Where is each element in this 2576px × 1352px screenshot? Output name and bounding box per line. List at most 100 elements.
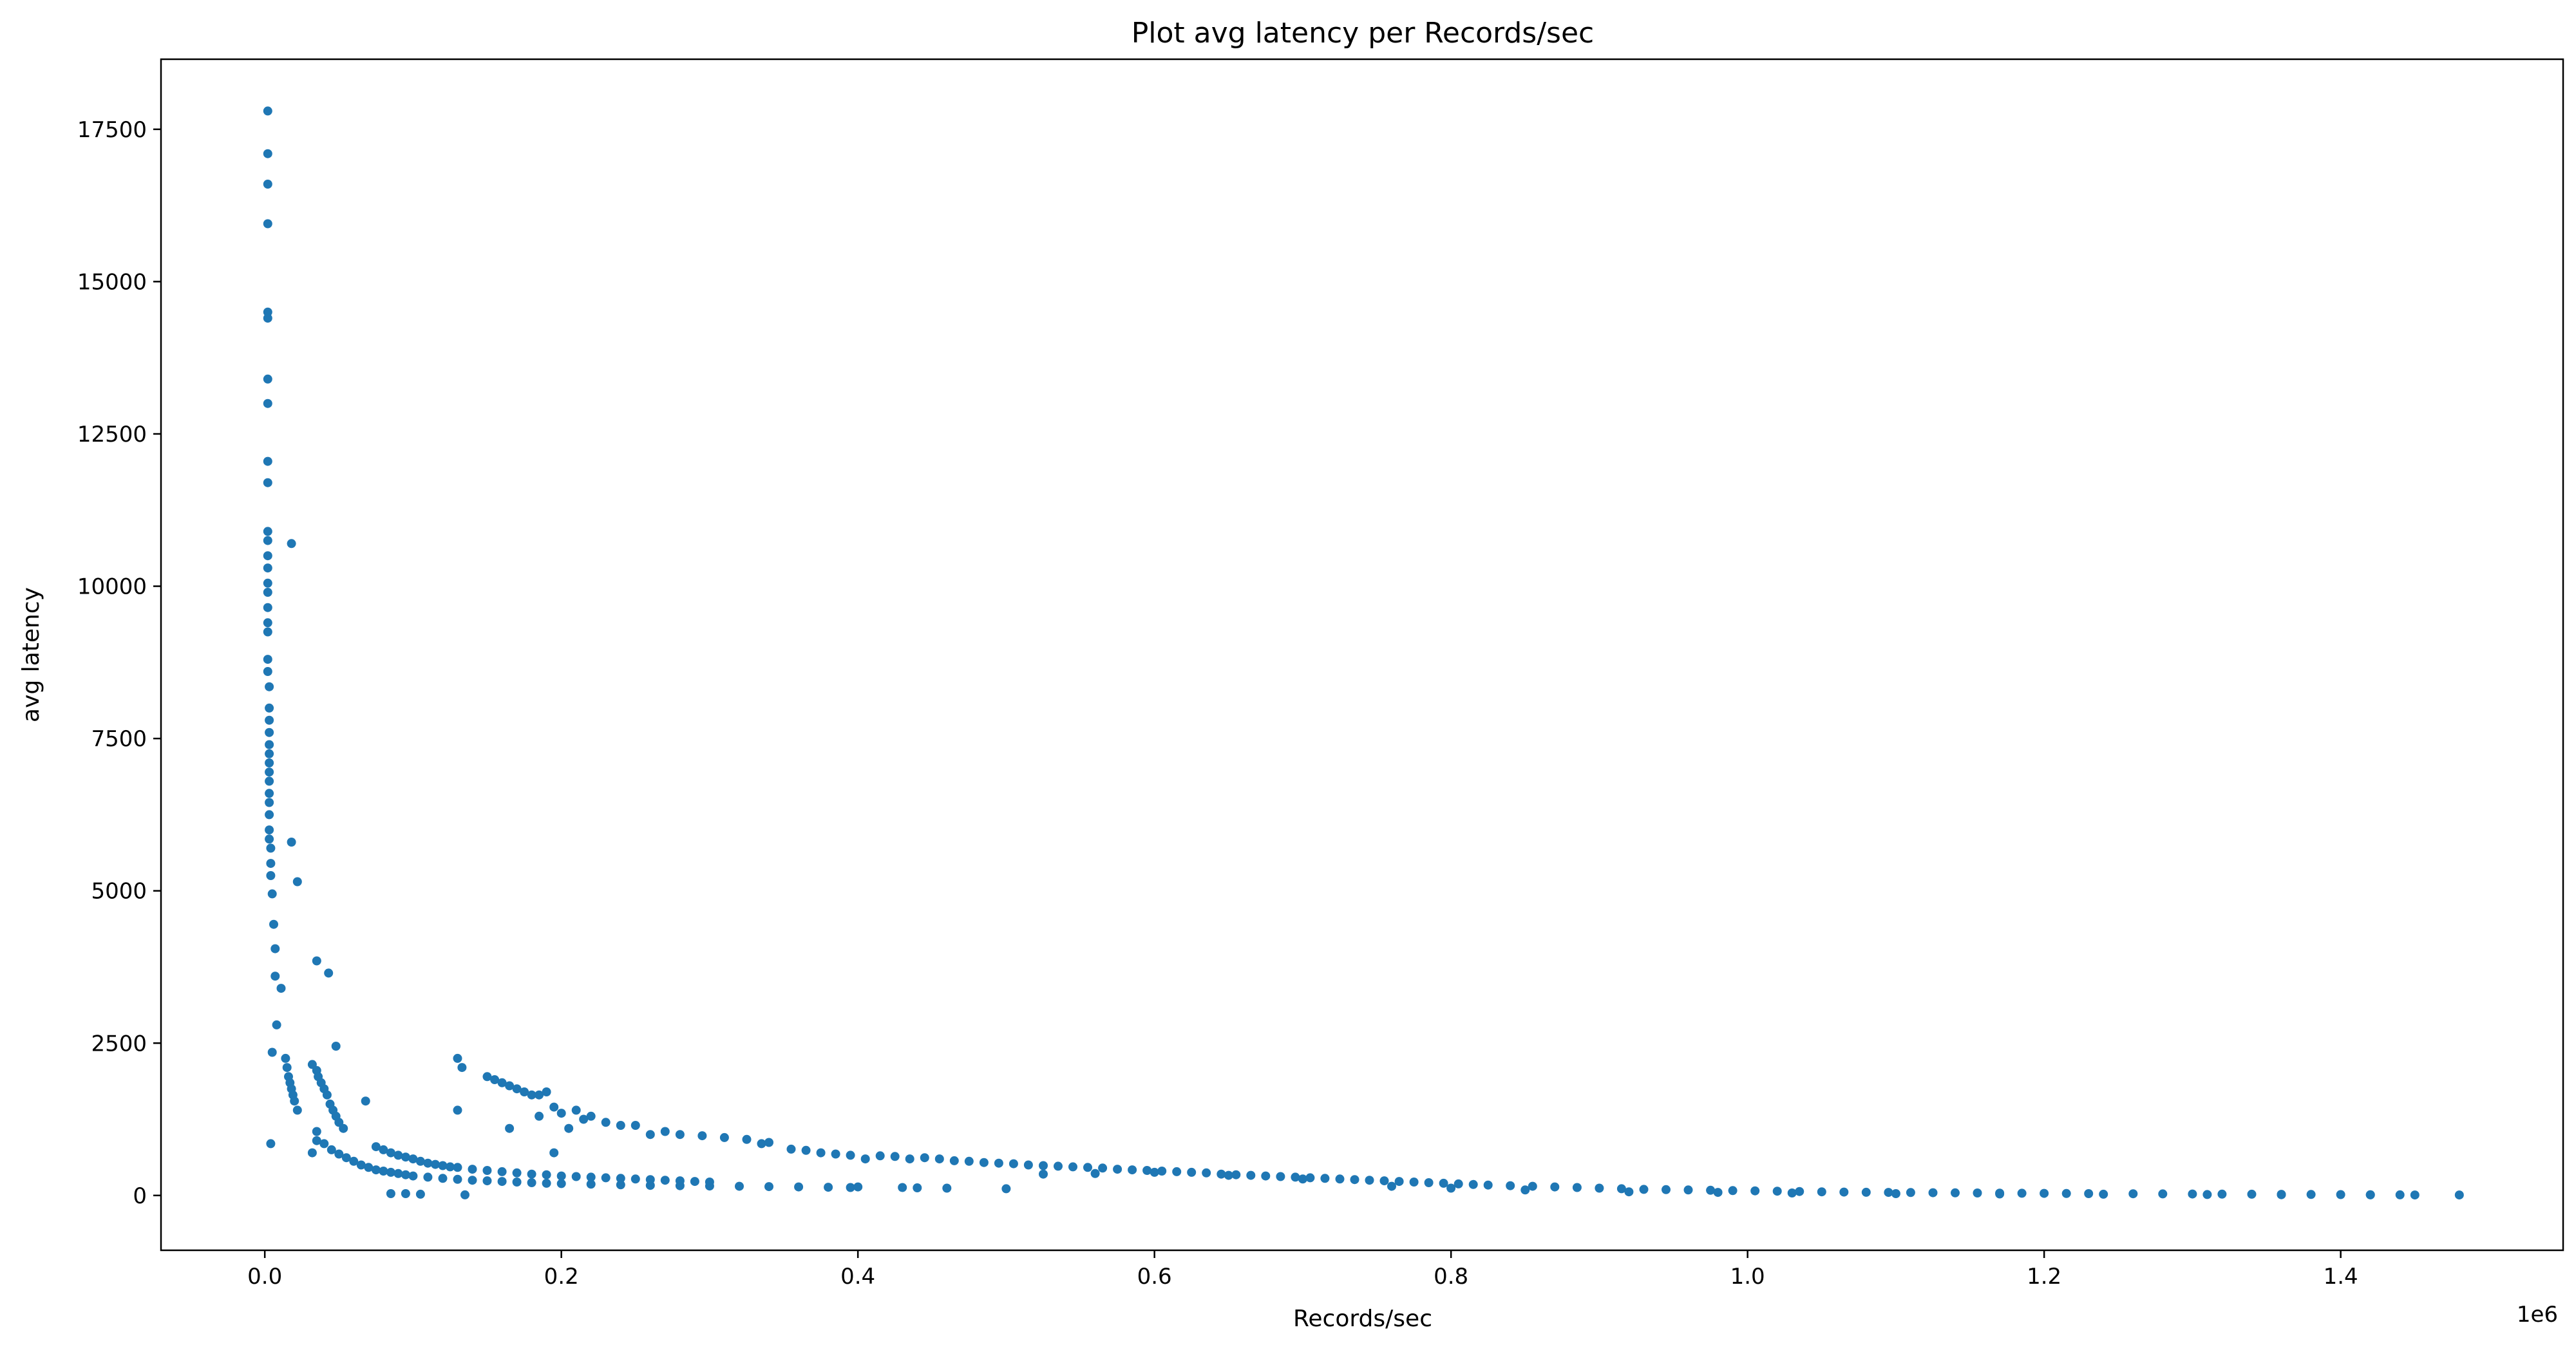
data-point: [875, 1151, 885, 1161]
data-point: [312, 1136, 321, 1145]
data-point: [263, 667, 272, 676]
data-point: [327, 1145, 336, 1154]
data-point: [453, 1105, 462, 1115]
data-point: [482, 1176, 492, 1186]
data-point: [1394, 1177, 1404, 1187]
x-tick-label: 1.2: [2027, 1264, 2061, 1290]
data-point: [266, 843, 276, 853]
data-point: [542, 1087, 551, 1096]
data-point: [1039, 1161, 1048, 1170]
data-point: [263, 563, 272, 573]
plot-frame: [160, 58, 2564, 1252]
data-point: [287, 838, 296, 847]
data-point: [263, 627, 272, 637]
data-point: [1446, 1183, 1456, 1193]
data-point: [468, 1176, 477, 1185]
y-tick-label: 7500: [91, 726, 147, 752]
data-point: [349, 1156, 359, 1166]
data-point: [675, 1130, 685, 1140]
data-point: [265, 834, 274, 844]
data-point: [1928, 1188, 1938, 1197]
data-point: [586, 1179, 596, 1189]
data-point: [265, 728, 274, 737]
data-point: [482, 1166, 492, 1175]
data-point: [512, 1178, 522, 1187]
data-point: [801, 1145, 811, 1155]
y-axis-ticks: 0 2500 5000 7500 10000 12500 15000 17500: [77, 117, 161, 1209]
data-point: [630, 1121, 640, 1130]
data-point: [549, 1148, 559, 1158]
data-point: [549, 1102, 559, 1112]
x-tick-label: 0.8: [1434, 1264, 1468, 1290]
data-point: [263, 478, 272, 487]
data-point: [913, 1183, 922, 1192]
data-point: [415, 1189, 425, 1199]
data-point: [934, 1154, 944, 1164]
data-point: [307, 1148, 317, 1158]
y-tick-label: 2500: [91, 1031, 147, 1056]
chart-title: Plot avg latency per Records/sec: [1132, 17, 1594, 50]
data-point: [438, 1161, 448, 1170]
data-point: [1483, 1180, 1493, 1190]
data-point: [630, 1174, 640, 1184]
data-point: [1320, 1174, 1330, 1183]
x-axis-offset-label: 1e6: [2517, 1302, 2558, 1328]
data-point: [1298, 1174, 1307, 1184]
x-tick-label: 0.4: [840, 1264, 875, 1290]
data-point: [453, 1163, 462, 1172]
data-point: [1572, 1183, 1582, 1192]
data-point: [1142, 1166, 1152, 1175]
data-point: [319, 1139, 329, 1149]
y-tick-label: 10000: [77, 574, 147, 600]
data-point: [505, 1123, 515, 1133]
data-point: [339, 1123, 348, 1133]
data-point: [2128, 1189, 2138, 1199]
data-point: [527, 1169, 536, 1179]
data-point: [1995, 1189, 2005, 1199]
data-point: [1261, 1171, 1271, 1181]
data-point: [1128, 1165, 1137, 1175]
data-point: [393, 1169, 403, 1178]
data-point: [616, 1180, 625, 1190]
data-point: [645, 1175, 655, 1185]
data-point: [527, 1090, 536, 1100]
data-point: [512, 1168, 522, 1178]
data-point: [1083, 1163, 1092, 1172]
data-point: [1187, 1167, 1197, 1177]
data-point: [1023, 1160, 1033, 1170]
data-point: [1054, 1161, 1063, 1171]
data-point: [266, 859, 276, 868]
x-tick-label: 1.0: [1730, 1264, 1765, 1290]
data-point: [1150, 1167, 1159, 1177]
data-point: [898, 1183, 907, 1192]
data-point: [265, 715, 274, 725]
data-point: [497, 1177, 507, 1187]
data-point: [757, 1139, 766, 1149]
x-tick-label: 0.6: [1137, 1264, 1172, 1290]
x-axis-title: Records/sec: [1293, 1306, 1432, 1332]
data-point: [2277, 1190, 2286, 1199]
data-point: [265, 703, 274, 713]
data-point: [579, 1114, 589, 1124]
data-point: [1113, 1165, 1122, 1174]
data-point: [616, 1121, 625, 1130]
data-point: [542, 1170, 551, 1179]
data-point: [1550, 1182, 1560, 1192]
data-point: [263, 399, 272, 408]
x-tick-label: 0.0: [247, 1264, 282, 1290]
data-point: [556, 1171, 566, 1181]
data-point: [1098, 1163, 1108, 1173]
data-point: [263, 655, 272, 664]
data-point: [1891, 1189, 1900, 1198]
data-point: [1951, 1188, 1960, 1197]
data-point: [520, 1087, 529, 1096]
data-point: [263, 374, 272, 384]
data-point: [287, 539, 296, 549]
data-point: [1861, 1187, 1871, 1197]
data-point: [2365, 1190, 2375, 1199]
data-point: [386, 1189, 395, 1198]
data-point: [1506, 1181, 1515, 1190]
data-point: [267, 889, 277, 899]
